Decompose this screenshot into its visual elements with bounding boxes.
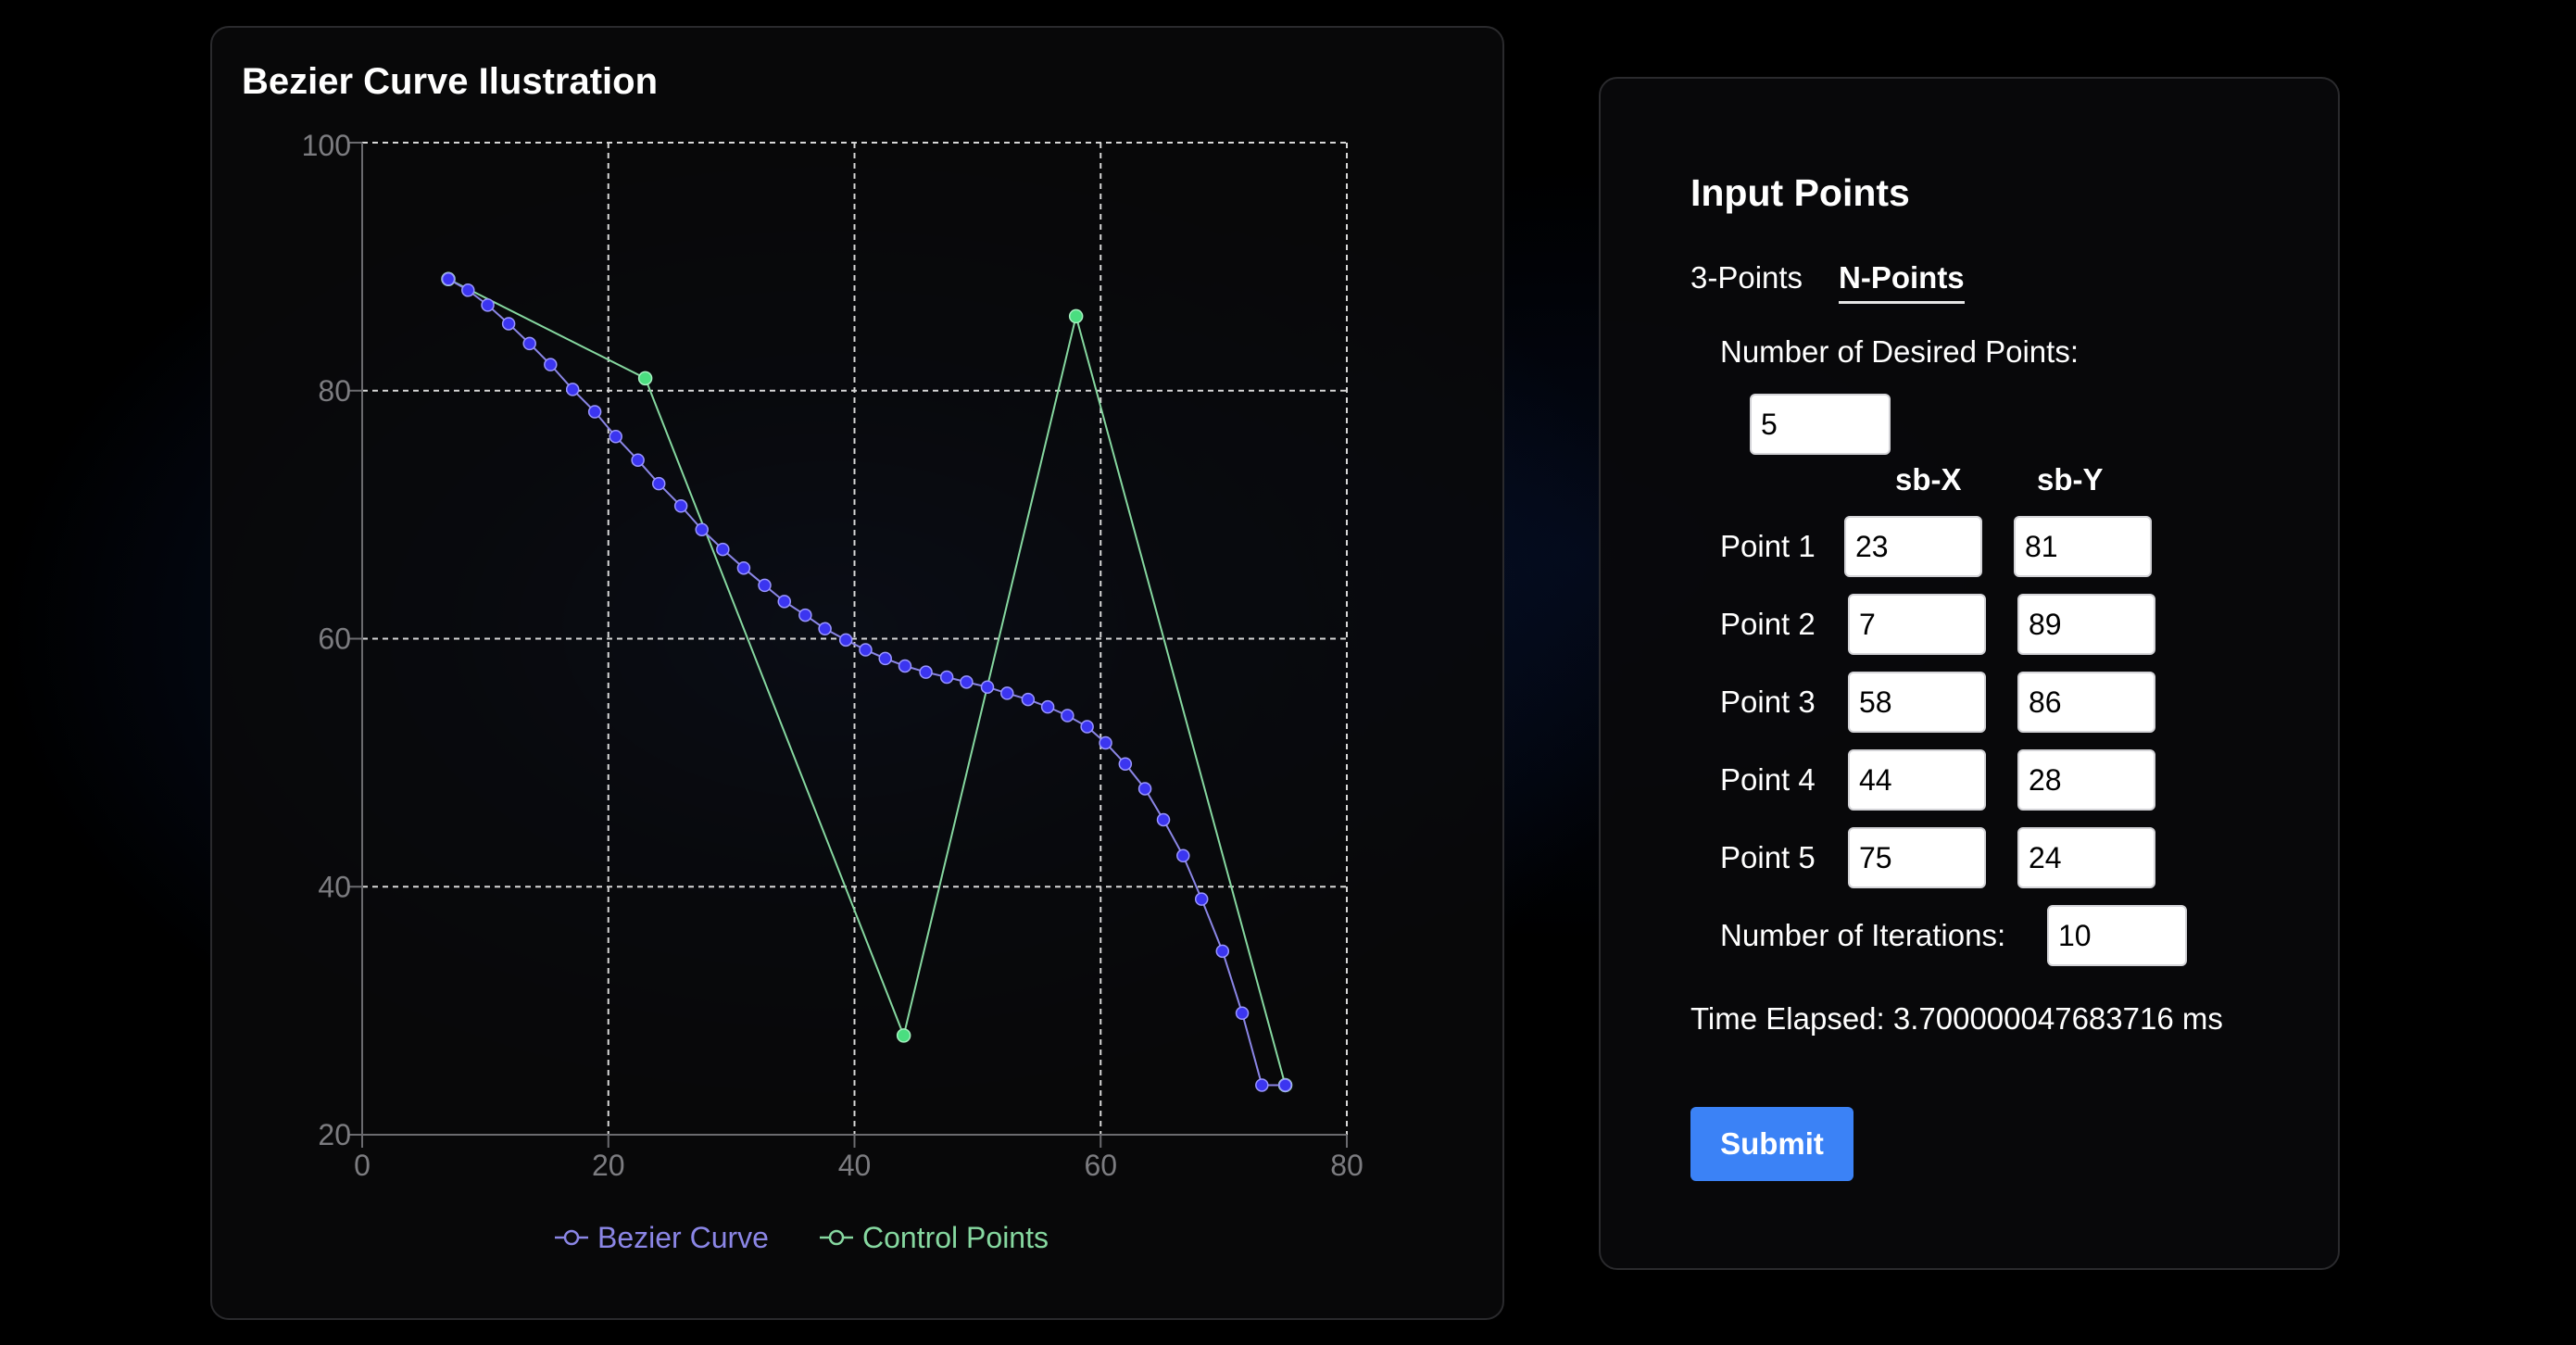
control-points-point bbox=[637, 371, 653, 386]
control-points-point bbox=[896, 1028, 911, 1043]
bezier-curve-point bbox=[1194, 892, 1209, 906]
bezier-curve-point bbox=[1235, 1006, 1250, 1021]
point-1-x-input[interactable] bbox=[1844, 516, 1982, 577]
bezier-curve-point bbox=[631, 453, 645, 467]
point-2-x-input[interactable] bbox=[1848, 594, 1986, 655]
control-points-point bbox=[1068, 308, 1084, 324]
bezier-curve-point bbox=[818, 622, 832, 636]
point-4-x-input[interactable] bbox=[1848, 749, 1986, 811]
chart-card: Bezier Curve Ilustration 0 20 40 60 80 20 40 60… bbox=[210, 26, 1504, 1320]
bezier-curve-point bbox=[1255, 1078, 1269, 1092]
tab-3-points[interactable]: 3-Points bbox=[1690, 260, 1803, 295]
bezier-curve-point bbox=[441, 272, 456, 286]
bezier-curve-point bbox=[859, 643, 873, 657]
input-panel-title: Input Points bbox=[1690, 171, 1910, 214]
iterations-input[interactable] bbox=[2047, 905, 2187, 966]
control-points-line bbox=[447, 278, 1287, 1086]
y-tick-label: 60 bbox=[318, 622, 351, 656]
bezier-curve-point bbox=[798, 608, 812, 622]
bezier-curve-point bbox=[651, 476, 666, 491]
chart-title: Bezier Curve Ilustration bbox=[242, 61, 659, 102]
column-header-x: sb-X bbox=[1895, 462, 1962, 497]
y-tick-label: 100 bbox=[302, 129, 351, 162]
y-tick-label: 20 bbox=[318, 1118, 351, 1151]
bezier-curve-point bbox=[1278, 1078, 1292, 1092]
bezier-curve-point bbox=[980, 680, 995, 694]
bezier-curve-point bbox=[1137, 782, 1152, 796]
y-tick-label: 40 bbox=[318, 870, 351, 903]
point-2-label: Point 2 bbox=[1720, 607, 1816, 641]
bezier-curve-point bbox=[609, 430, 622, 444]
iterations-label: Number of Iterations: bbox=[1720, 918, 2006, 952]
bezier-curve-point bbox=[565, 383, 580, 396]
bezier-curve-point bbox=[838, 633, 853, 647]
point-4-y-input[interactable] bbox=[2017, 749, 2155, 811]
bezier-curve-point bbox=[1156, 812, 1171, 827]
bezier-curve-point bbox=[1000, 686, 1014, 700]
bezier-curve-point bbox=[1061, 709, 1074, 723]
point-1-label: Point 1 bbox=[1720, 529, 1816, 563]
bezier-curve-point bbox=[522, 336, 536, 351]
bezier-curve-point bbox=[878, 651, 892, 666]
x-tick-label: 0 bbox=[354, 1149, 371, 1182]
bezier-curve-point bbox=[939, 670, 954, 685]
point-4-label: Point 4 bbox=[1720, 762, 1816, 797]
bezier-curve-point bbox=[898, 659, 912, 673]
point-1-y-input[interactable] bbox=[2014, 516, 2152, 577]
submit-button[interactable]: Submit bbox=[1690, 1107, 1853, 1181]
point-5-x-input[interactable] bbox=[1848, 827, 1986, 888]
x-tick-label: 60 bbox=[1084, 1149, 1117, 1182]
bezier-curve-point bbox=[758, 578, 772, 593]
bezier-curve-point bbox=[919, 665, 933, 679]
input-panel: Input Points 3-Points N-Points Number of… bbox=[1599, 77, 2340, 1270]
point-5-label: Point 5 bbox=[1720, 840, 1816, 874]
bezier-curve-point bbox=[544, 358, 558, 371]
bezier-curve-point bbox=[1021, 692, 1036, 707]
bezier-curve-point bbox=[695, 522, 709, 536]
bezier-curve-line bbox=[447, 278, 1286, 1087]
bezier-curve-point bbox=[777, 595, 792, 609]
bezier-curve-point bbox=[673, 499, 688, 513]
x-tick-label: 20 bbox=[592, 1149, 625, 1182]
bezier-curve-point bbox=[461, 283, 475, 297]
bezier-curve-point bbox=[736, 560, 751, 575]
time-elapsed-text: Time Elapsed: 3.700000047683716 ms bbox=[1690, 1001, 2223, 1036]
point-3-x-input[interactable] bbox=[1848, 672, 1986, 733]
point-3-y-input[interactable] bbox=[2017, 672, 2155, 733]
control-points-legend-label: Control Points bbox=[862, 1221, 1049, 1254]
y-tick-label: 80 bbox=[318, 374, 351, 408]
bezier-curve-point bbox=[1040, 699, 1055, 714]
x-tick-label: 80 bbox=[1330, 1149, 1363, 1182]
bezier-curve-point bbox=[1099, 735, 1112, 750]
point-2-y-input[interactable] bbox=[2017, 594, 2155, 655]
bezier-curve-point bbox=[716, 542, 730, 557]
point-5-y-input[interactable] bbox=[2017, 827, 2155, 888]
control-points-legend-marker bbox=[828, 1229, 845, 1246]
bezier-curve-point bbox=[1215, 944, 1230, 959]
bezier-curve-point bbox=[587, 405, 602, 419]
bezier-curve-point bbox=[481, 298, 495, 312]
desired-points-input[interactable] bbox=[1750, 394, 1891, 455]
point-3-label: Point 3 bbox=[1720, 685, 1816, 719]
column-header-y: sb-Y bbox=[2037, 462, 2104, 497]
bezier-curve-legend-marker bbox=[563, 1229, 580, 1246]
bezier-curve-point bbox=[960, 675, 974, 689]
x-tick-label: 40 bbox=[838, 1149, 872, 1182]
bezier-curve-point bbox=[1176, 848, 1190, 863]
bezier-curve-point bbox=[501, 317, 516, 331]
tab-n-points[interactable]: N-Points bbox=[1839, 260, 1965, 304]
bezier-curve-point bbox=[1080, 720, 1094, 734]
bezier-curve-legend-label: Bezier Curve bbox=[597, 1221, 769, 1254]
desired-points-label: Number of Desired Points: bbox=[1720, 334, 2079, 369]
bezier-curve-point bbox=[1118, 757, 1133, 771]
